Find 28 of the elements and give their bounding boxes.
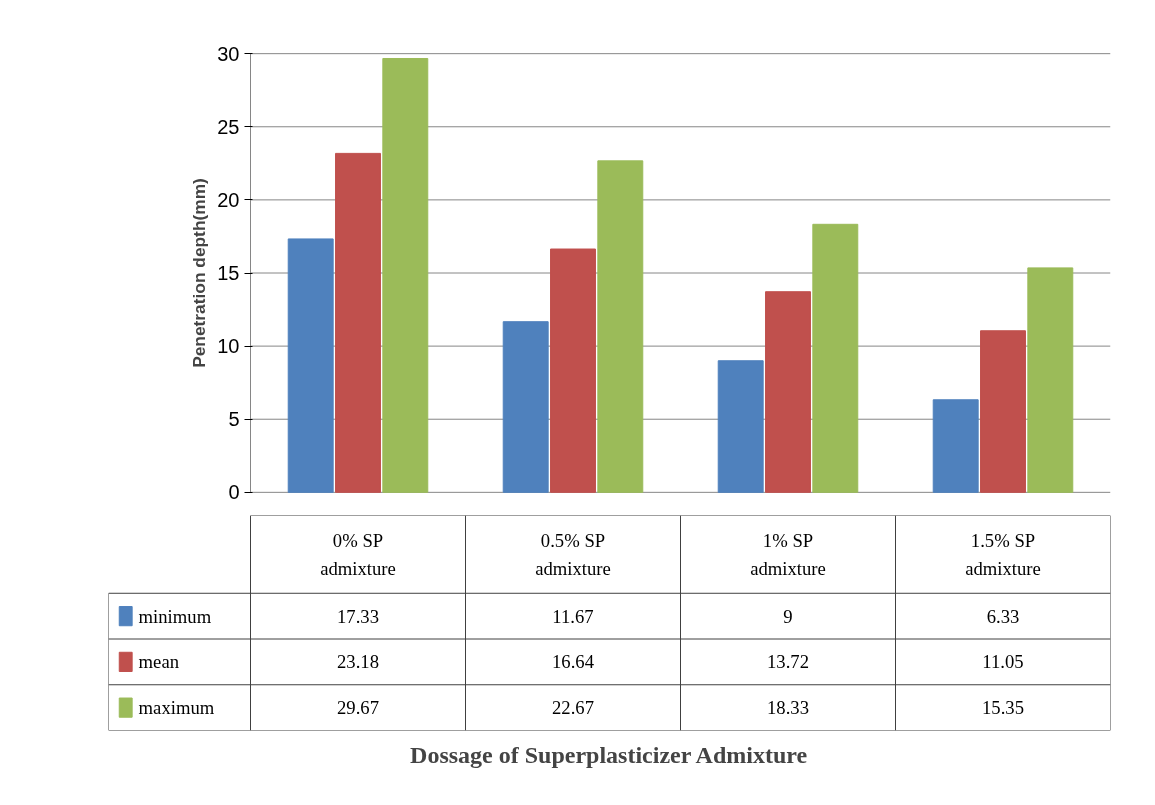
y-axis-title: Penetration depth(mm)	[189, 178, 210, 368]
y-tick-label: 30	[217, 42, 240, 65]
data-label: 18.33	[767, 697, 809, 719]
x-tick-label: 1.5% SP admixture	[965, 530, 1041, 579]
y-tick-label: 10	[217, 335, 240, 358]
legend-label: minimum	[138, 605, 212, 627]
data-label: 13.72	[767, 651, 809, 673]
data-label: 6.33	[986, 605, 1020, 627]
y-tick-label: 25	[217, 115, 240, 138]
data-label: 11.05	[982, 651, 1024, 673]
legend-label: mean	[138, 651, 180, 673]
data-label: 9	[783, 605, 793, 627]
x-tick-label: 0.5% SP admixture	[535, 530, 611, 579]
y-tick-label: 20	[217, 188, 240, 211]
data-label: 17.33	[337, 605, 379, 627]
y-tick-label: 0	[228, 481, 240, 504]
data-label: 11.67	[552, 605, 594, 627]
x-tick-label: 1% SP admixture	[750, 530, 826, 579]
text: Dossage of Superplasticizer Admixture	[410, 741, 808, 768]
y-tick-label: 15	[217, 262, 240, 284]
data-label: 29.67	[337, 697, 379, 719]
data-label: 23.18	[337, 651, 379, 673]
y-tick-label: 5	[228, 408, 240, 431]
x-tick-label: 0% SP admixture	[320, 530, 396, 579]
data-label: 22.67	[552, 697, 594, 719]
legend-label: maximum	[138, 697, 215, 719]
data-label: 15.35	[982, 697, 1024, 719]
data-label: 16.64	[552, 651, 595, 673]
